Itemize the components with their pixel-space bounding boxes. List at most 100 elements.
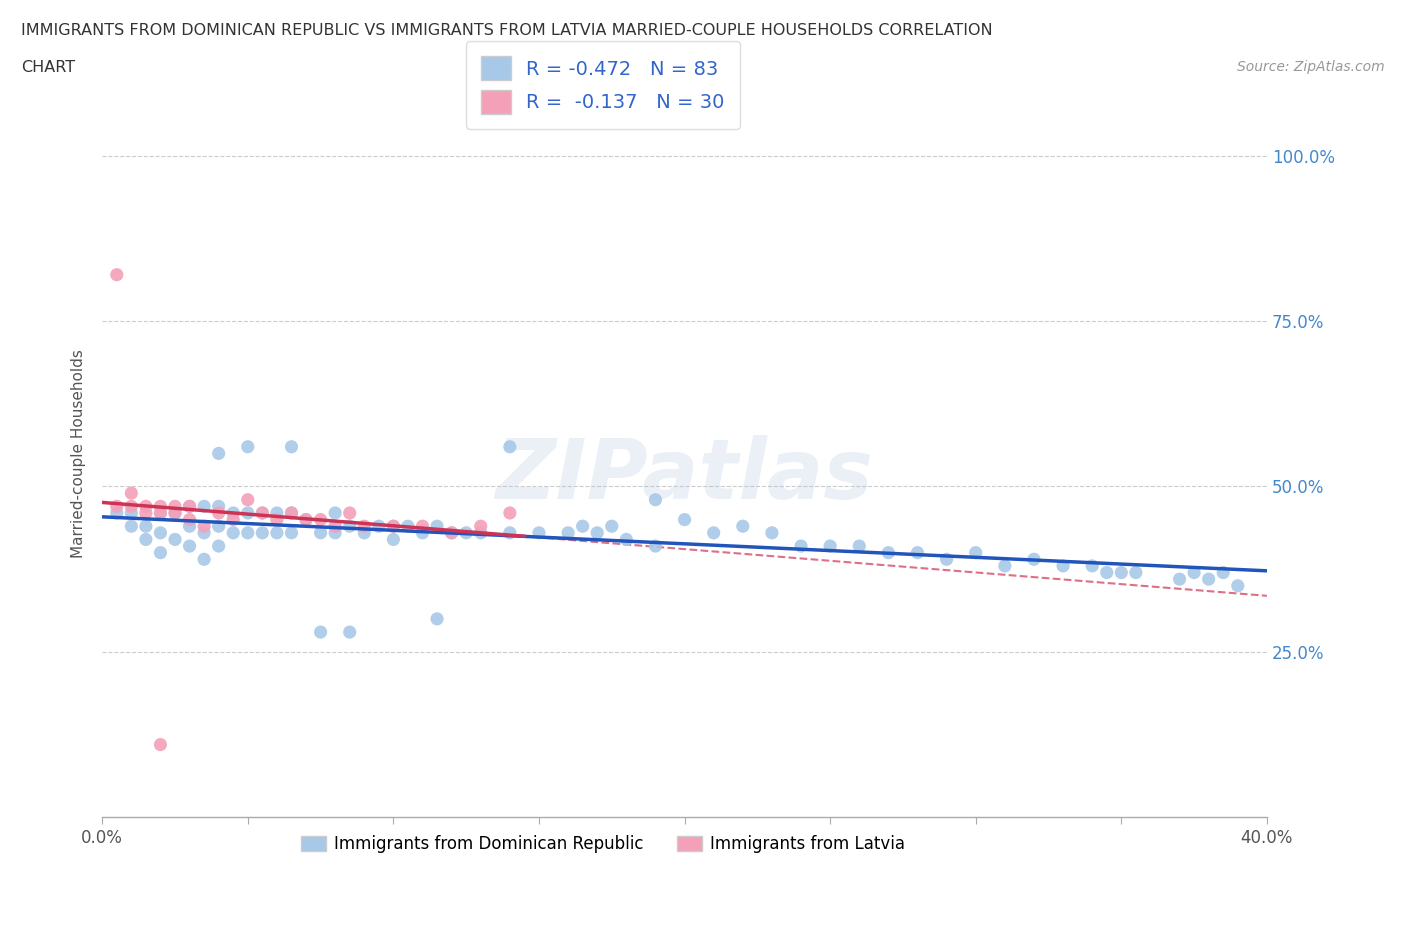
Point: [280, 506, 302, 521]
Point: [236, 492, 259, 507]
Point: [208, 538, 231, 553]
Point: [266, 525, 288, 540]
Point: [222, 525, 245, 540]
Point: [149, 506, 172, 521]
Point: [353, 525, 375, 540]
Point: [382, 519, 405, 534]
Point: [135, 498, 157, 513]
Point: [309, 525, 332, 540]
Point: [644, 492, 666, 507]
Point: [193, 519, 215, 534]
Point: [309, 512, 332, 527]
Point: [1198, 572, 1220, 587]
Point: [105, 267, 128, 282]
Point: [411, 519, 433, 534]
Point: [120, 506, 142, 521]
Point: [382, 532, 405, 547]
Point: [411, 525, 433, 540]
Point: [163, 506, 186, 521]
Point: [179, 498, 201, 513]
Point: [470, 525, 492, 540]
Point: [1226, 578, 1249, 593]
Point: [120, 485, 142, 500]
Point: [236, 525, 259, 540]
Point: [426, 611, 449, 626]
Text: IMMIGRANTS FROM DOMINICAN REPUBLIC VS IMMIGRANTS FROM LATVIA MARRIED-COUPLE HOUS: IMMIGRANTS FROM DOMINICAN REPUBLIC VS IM…: [21, 23, 993, 38]
Point: [208, 498, 231, 513]
Point: [353, 519, 375, 534]
Point: [323, 525, 346, 540]
Point: [323, 506, 346, 521]
Point: [193, 525, 215, 540]
Point: [1212, 565, 1234, 580]
Point: [761, 525, 783, 540]
Point: [323, 519, 346, 534]
Point: [149, 737, 172, 752]
Point: [179, 512, 201, 527]
Point: [163, 498, 186, 513]
Point: [193, 498, 215, 513]
Point: [673, 512, 696, 527]
Point: [135, 519, 157, 534]
Point: [426, 519, 449, 534]
Point: [252, 506, 274, 521]
Y-axis label: Married-couple Households: Married-couple Households: [72, 349, 86, 558]
Point: [222, 506, 245, 521]
Point: [236, 506, 259, 521]
Point: [440, 525, 463, 540]
Point: [571, 519, 593, 534]
Point: [731, 519, 754, 534]
Point: [818, 538, 841, 553]
Text: ZIPatlas: ZIPatlas: [496, 434, 873, 516]
Point: [1111, 565, 1133, 580]
Point: [586, 525, 609, 540]
Point: [1052, 559, 1074, 574]
Point: [1081, 559, 1104, 574]
Point: [440, 525, 463, 540]
Point: [309, 625, 332, 640]
Point: [295, 512, 318, 527]
Point: [280, 506, 302, 521]
Point: [1182, 565, 1205, 580]
Point: [456, 525, 478, 540]
Point: [163, 532, 186, 547]
Point: [557, 525, 579, 540]
Point: [907, 545, 929, 560]
Point: [339, 625, 361, 640]
Point: [499, 439, 522, 454]
Point: [208, 519, 231, 534]
Point: [877, 545, 900, 560]
Point: [266, 506, 288, 521]
Point: [935, 551, 957, 566]
Point: [339, 519, 361, 534]
Point: [135, 506, 157, 521]
Point: [120, 519, 142, 534]
Point: [703, 525, 725, 540]
Point: [236, 439, 259, 454]
Point: [149, 506, 172, 521]
Point: [179, 519, 201, 534]
Point: [470, 519, 492, 534]
Point: [163, 506, 186, 521]
Point: [208, 446, 231, 461]
Point: [614, 532, 637, 547]
Point: [1095, 565, 1118, 580]
Point: [105, 506, 128, 521]
Point: [396, 519, 419, 534]
Point: [1168, 572, 1191, 587]
Point: [848, 538, 870, 553]
Point: [1125, 565, 1147, 580]
Point: [499, 525, 522, 540]
Point: [252, 506, 274, 521]
Point: [266, 512, 288, 527]
Point: [965, 545, 987, 560]
Point: [790, 538, 813, 553]
Point: [382, 519, 405, 534]
Point: [252, 525, 274, 540]
Point: [644, 538, 666, 553]
Point: [149, 525, 172, 540]
Legend: Immigrants from Dominican Republic, Immigrants from Latvia: Immigrants from Dominican Republic, Immi…: [294, 829, 912, 860]
Point: [222, 512, 245, 527]
Point: [280, 439, 302, 454]
Point: [120, 498, 142, 513]
